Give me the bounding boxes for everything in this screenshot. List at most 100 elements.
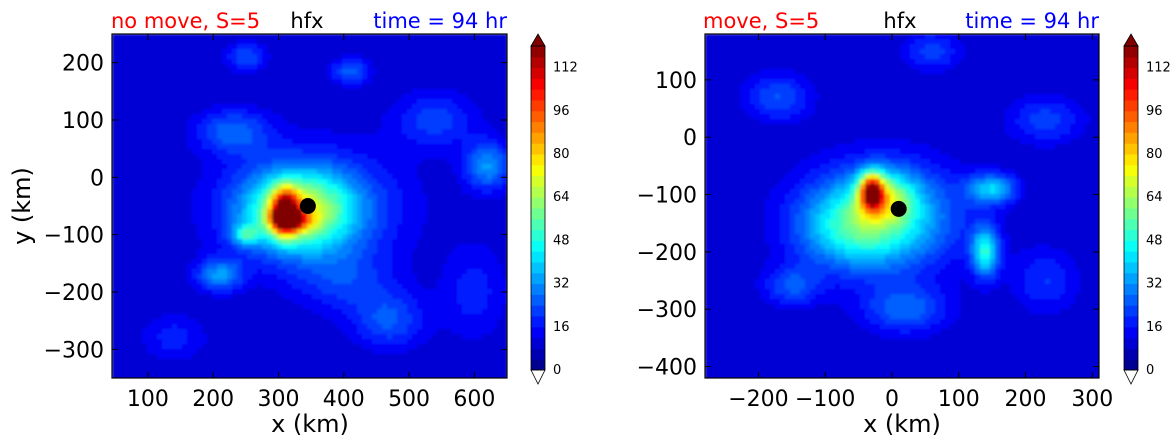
colorbar-extend-min: [1123, 369, 1139, 385]
plot-frame: [704, 33, 1100, 379]
x-tick-label: 200: [192, 387, 234, 412]
colorbar-segment: [1124, 154, 1138, 166]
colorbar-segment: [531, 78, 545, 90]
colorbar-segment: [531, 164, 545, 177]
colorbar-tick-label: 96: [1146, 104, 1163, 119]
y-tick-label: −200: [637, 241, 697, 266]
colorbar-segment: [531, 175, 545, 187]
x-tick-label: 500: [388, 387, 430, 412]
colorbar-segment: [531, 305, 545, 317]
colorbar-segment: [531, 143, 545, 155]
x-tick-label: 100: [127, 387, 169, 412]
colorbar-segment: [1124, 272, 1138, 285]
panel-move: move, S=5 hfx time = 94 hr −200 −100 0 100 2…: [637, 9, 1171, 438]
colorbar-tick-label: 112: [1146, 61, 1171, 76]
colorbar-segment: [531, 110, 545, 123]
colorbar-segment: [1124, 359, 1138, 371]
title-center: hfx: [883, 9, 916, 33]
y-tick-label: −400: [637, 356, 697, 381]
y-tick-label: 200: [62, 52, 104, 77]
colorbar-segment: [1124, 337, 1138, 349]
x-tick-label: 600: [453, 387, 495, 412]
colorbar-extend-max: [530, 33, 546, 47]
y-tick-label: −300: [44, 338, 104, 363]
y-tick-label: −200: [44, 281, 104, 306]
colorbar-segment: [531, 132, 545, 144]
colorbar-tick-label: 112: [553, 61, 578, 76]
colorbar-segment: [531, 154, 545, 166]
colorbar-segment: [1124, 164, 1138, 177]
colorbar-segment: [531, 67, 545, 79]
colorbar-segment: [1124, 229, 1138, 241]
colorbar-tick-label: 96: [553, 104, 570, 119]
colorbar-segment: [1124, 46, 1138, 58]
panel-no-move: no move, S=5 hfx time = 94 hr 100 200 300 4…: [8, 9, 578, 438]
title-right: time = 94 hr: [373, 9, 507, 33]
x-axis-label: x (km): [863, 410, 941, 438]
heatmap-field: [705, 34, 1099, 378]
y-tick-label: 100: [62, 109, 104, 134]
colorbar-segment: [1124, 186, 1138, 198]
colorbar-segment: [1124, 218, 1138, 231]
colorbar-segment: [1124, 56, 1138, 69]
y-tick-label: 100: [655, 69, 697, 94]
x-tick-label: 100: [938, 387, 980, 412]
x-tick-label: 300: [257, 387, 299, 412]
colorbar-segment: [1124, 305, 1138, 317]
colorbar-tick-label: 80: [553, 147, 570, 162]
colorbar-segment: [1124, 132, 1138, 144]
colorbar-segment: [531, 262, 545, 274]
colorbar: 0 16 32 48 64 80 96 112: [1123, 33, 1171, 385]
title-left: no move, S=5: [111, 9, 260, 33]
x-axis-ticks: −200 −100 0 100 200 300: [728, 34, 1113, 412]
colorbar-tick-label: 16: [1146, 320, 1163, 335]
x-tick-label: 0: [885, 387, 899, 412]
colorbar-segment: [1124, 262, 1138, 274]
y-tick-label: −100: [637, 184, 697, 209]
colorbar-tick-label: 64: [553, 190, 570, 205]
colorbar-segment: [1124, 326, 1138, 339]
colorbar-segment: [531, 197, 545, 209]
y-tick-label: −300: [637, 298, 697, 323]
colorbar-segment: [531, 337, 545, 349]
colorbar-frame: [530, 45, 546, 371]
x-tick-label: −100: [795, 387, 855, 412]
colorbar: 0 16 32 48 64 80 96 112: [530, 33, 578, 385]
plot-frame: [111, 33, 508, 379]
y-axis-ticks: 200 100 0 −100 −200 −300: [44, 52, 507, 363]
storm-center-marker: [299, 198, 316, 214]
colorbar-tick-label: 32: [1146, 277, 1163, 292]
colorbar-segment: [531, 229, 545, 241]
colorbar-extend-min: [530, 369, 546, 385]
colorbar-segment: [1124, 78, 1138, 90]
colorbar-segment: [531, 251, 545, 263]
colorbar-segment: [531, 326, 545, 339]
x-axis-label: x (km): [271, 410, 349, 438]
colorbar-segment: [1124, 251, 1138, 263]
colorbar-segment: [1124, 100, 1138, 112]
x-tick-label: 400: [323, 387, 365, 412]
colorbar-segment: [531, 240, 545, 252]
colorbar-tick-label: 48: [553, 233, 570, 248]
colorbar-segment: [1124, 208, 1138, 220]
colorbar-segment: [531, 121, 545, 133]
title-center: hfx: [290, 9, 323, 33]
colorbar-segment: [531, 294, 545, 306]
colorbar-segment: [531, 46, 545, 58]
colorbar-segment: [1124, 197, 1138, 209]
colorbar-segment: [1124, 89, 1138, 101]
colorbar-segment: [1124, 175, 1138, 187]
colorbar-segment: [531, 56, 545, 69]
colorbar-segment: [531, 89, 545, 101]
colorbar-segment: [531, 272, 545, 285]
colorbar-frame: [1123, 45, 1139, 371]
colorbar-tick-label: 32: [553, 277, 570, 292]
y-axis-ticks: 100 0 −100 −200 −300 −400: [637, 69, 1099, 381]
title-left: move, S=5: [703, 9, 819, 33]
colorbar-segment: [1124, 240, 1138, 252]
colorbar-segment: [531, 283, 545, 295]
colorbar-tick-label: 16: [553, 320, 570, 335]
colorbar-segment: [531, 218, 545, 231]
colorbar-segment: [1124, 121, 1138, 133]
